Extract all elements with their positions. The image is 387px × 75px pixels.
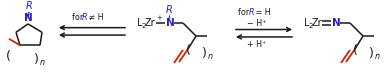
Text: R: R [249,8,255,17]
Text: n: n [208,52,213,61]
Text: n: n [40,58,45,67]
Text: 2: 2 [142,23,146,29]
Text: Zr: Zr [145,18,156,28]
Text: L: L [137,18,142,28]
Text: for: for [238,8,252,17]
Text: (: ( [5,50,10,63]
Text: (: ( [185,44,190,57]
Text: ): ) [34,53,38,66]
Text: R: R [166,5,172,15]
Text: (: ( [353,44,358,57]
Text: ): ) [368,47,373,60]
Text: Zr: Zr [312,18,323,28]
Text: +: + [156,15,162,21]
Text: N: N [332,18,341,28]
Text: N: N [166,18,175,28]
Text: 2: 2 [309,23,313,29]
Text: − H⁺: − H⁺ [247,19,266,28]
Text: ≠ H: ≠ H [86,13,104,22]
Text: R: R [82,13,87,22]
Text: L: L [304,18,310,28]
Text: ): ) [202,47,206,60]
Text: + H⁺: + H⁺ [247,40,266,49]
Text: for: for [72,13,86,22]
Text: R: R [26,1,33,11]
Text: = H: = H [253,8,271,17]
Text: N: N [24,13,33,23]
Text: n: n [375,52,380,61]
